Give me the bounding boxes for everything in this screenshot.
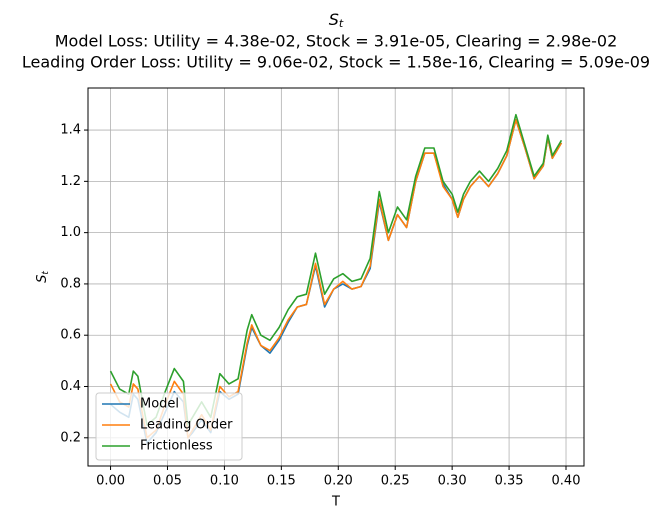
y-tick-label: 1.0 xyxy=(60,225,81,240)
y-tick-label: 0.6 xyxy=(60,328,81,343)
title-subscript: t xyxy=(339,17,344,30)
ylabel-symbol: S xyxy=(35,275,50,283)
y-tick-label: 1.2 xyxy=(60,174,81,189)
plot-frame xyxy=(87,87,585,467)
x-tick-label: 0.10 xyxy=(210,474,239,489)
x-axis-label: T xyxy=(331,495,340,510)
title-symbol: S xyxy=(329,10,339,29)
legend: Model Leading Order Frictionless xyxy=(95,392,243,461)
series-line xyxy=(109,119,563,439)
ticks: 0.00 0.05 0.10 0.15 0.20 0.25 0.30 0.35 0.40 0.2 0… xyxy=(60,123,580,489)
subtitle: Leading Order Loss: Utility = 9.06e-02, … xyxy=(22,53,650,72)
y-tick-label: 0.2 xyxy=(60,430,81,445)
chart-title: St xyxy=(329,10,344,31)
subtitle: Model Loss: Utility = 4.38e-02, Stock = … xyxy=(55,32,618,51)
y-axis-label: St xyxy=(35,271,51,283)
x-tick-label: 0.00 xyxy=(96,474,125,489)
x-tick-label: 0.40 xyxy=(552,474,581,489)
ylabel-subscript: t xyxy=(41,271,51,275)
y-tick-label: 1.4 xyxy=(60,123,81,138)
legend-label: Frictionless xyxy=(140,439,213,454)
x-tick-label: 0.05 xyxy=(153,474,182,489)
x-tick-label: 0.15 xyxy=(267,474,296,489)
x-tick-label: 0.20 xyxy=(324,474,353,489)
x-tick-label: 0.25 xyxy=(381,474,410,489)
x-tick-label: 0.30 xyxy=(438,474,467,489)
x-tick-label: 0.35 xyxy=(495,474,524,489)
series-line xyxy=(109,113,563,426)
legend-box xyxy=(95,392,243,461)
y-tick-label: 0.8 xyxy=(60,276,81,291)
y-tick-label: 0.4 xyxy=(60,379,81,394)
legend-label: Leading Order xyxy=(140,418,233,433)
legend-label: Model xyxy=(140,397,179,412)
